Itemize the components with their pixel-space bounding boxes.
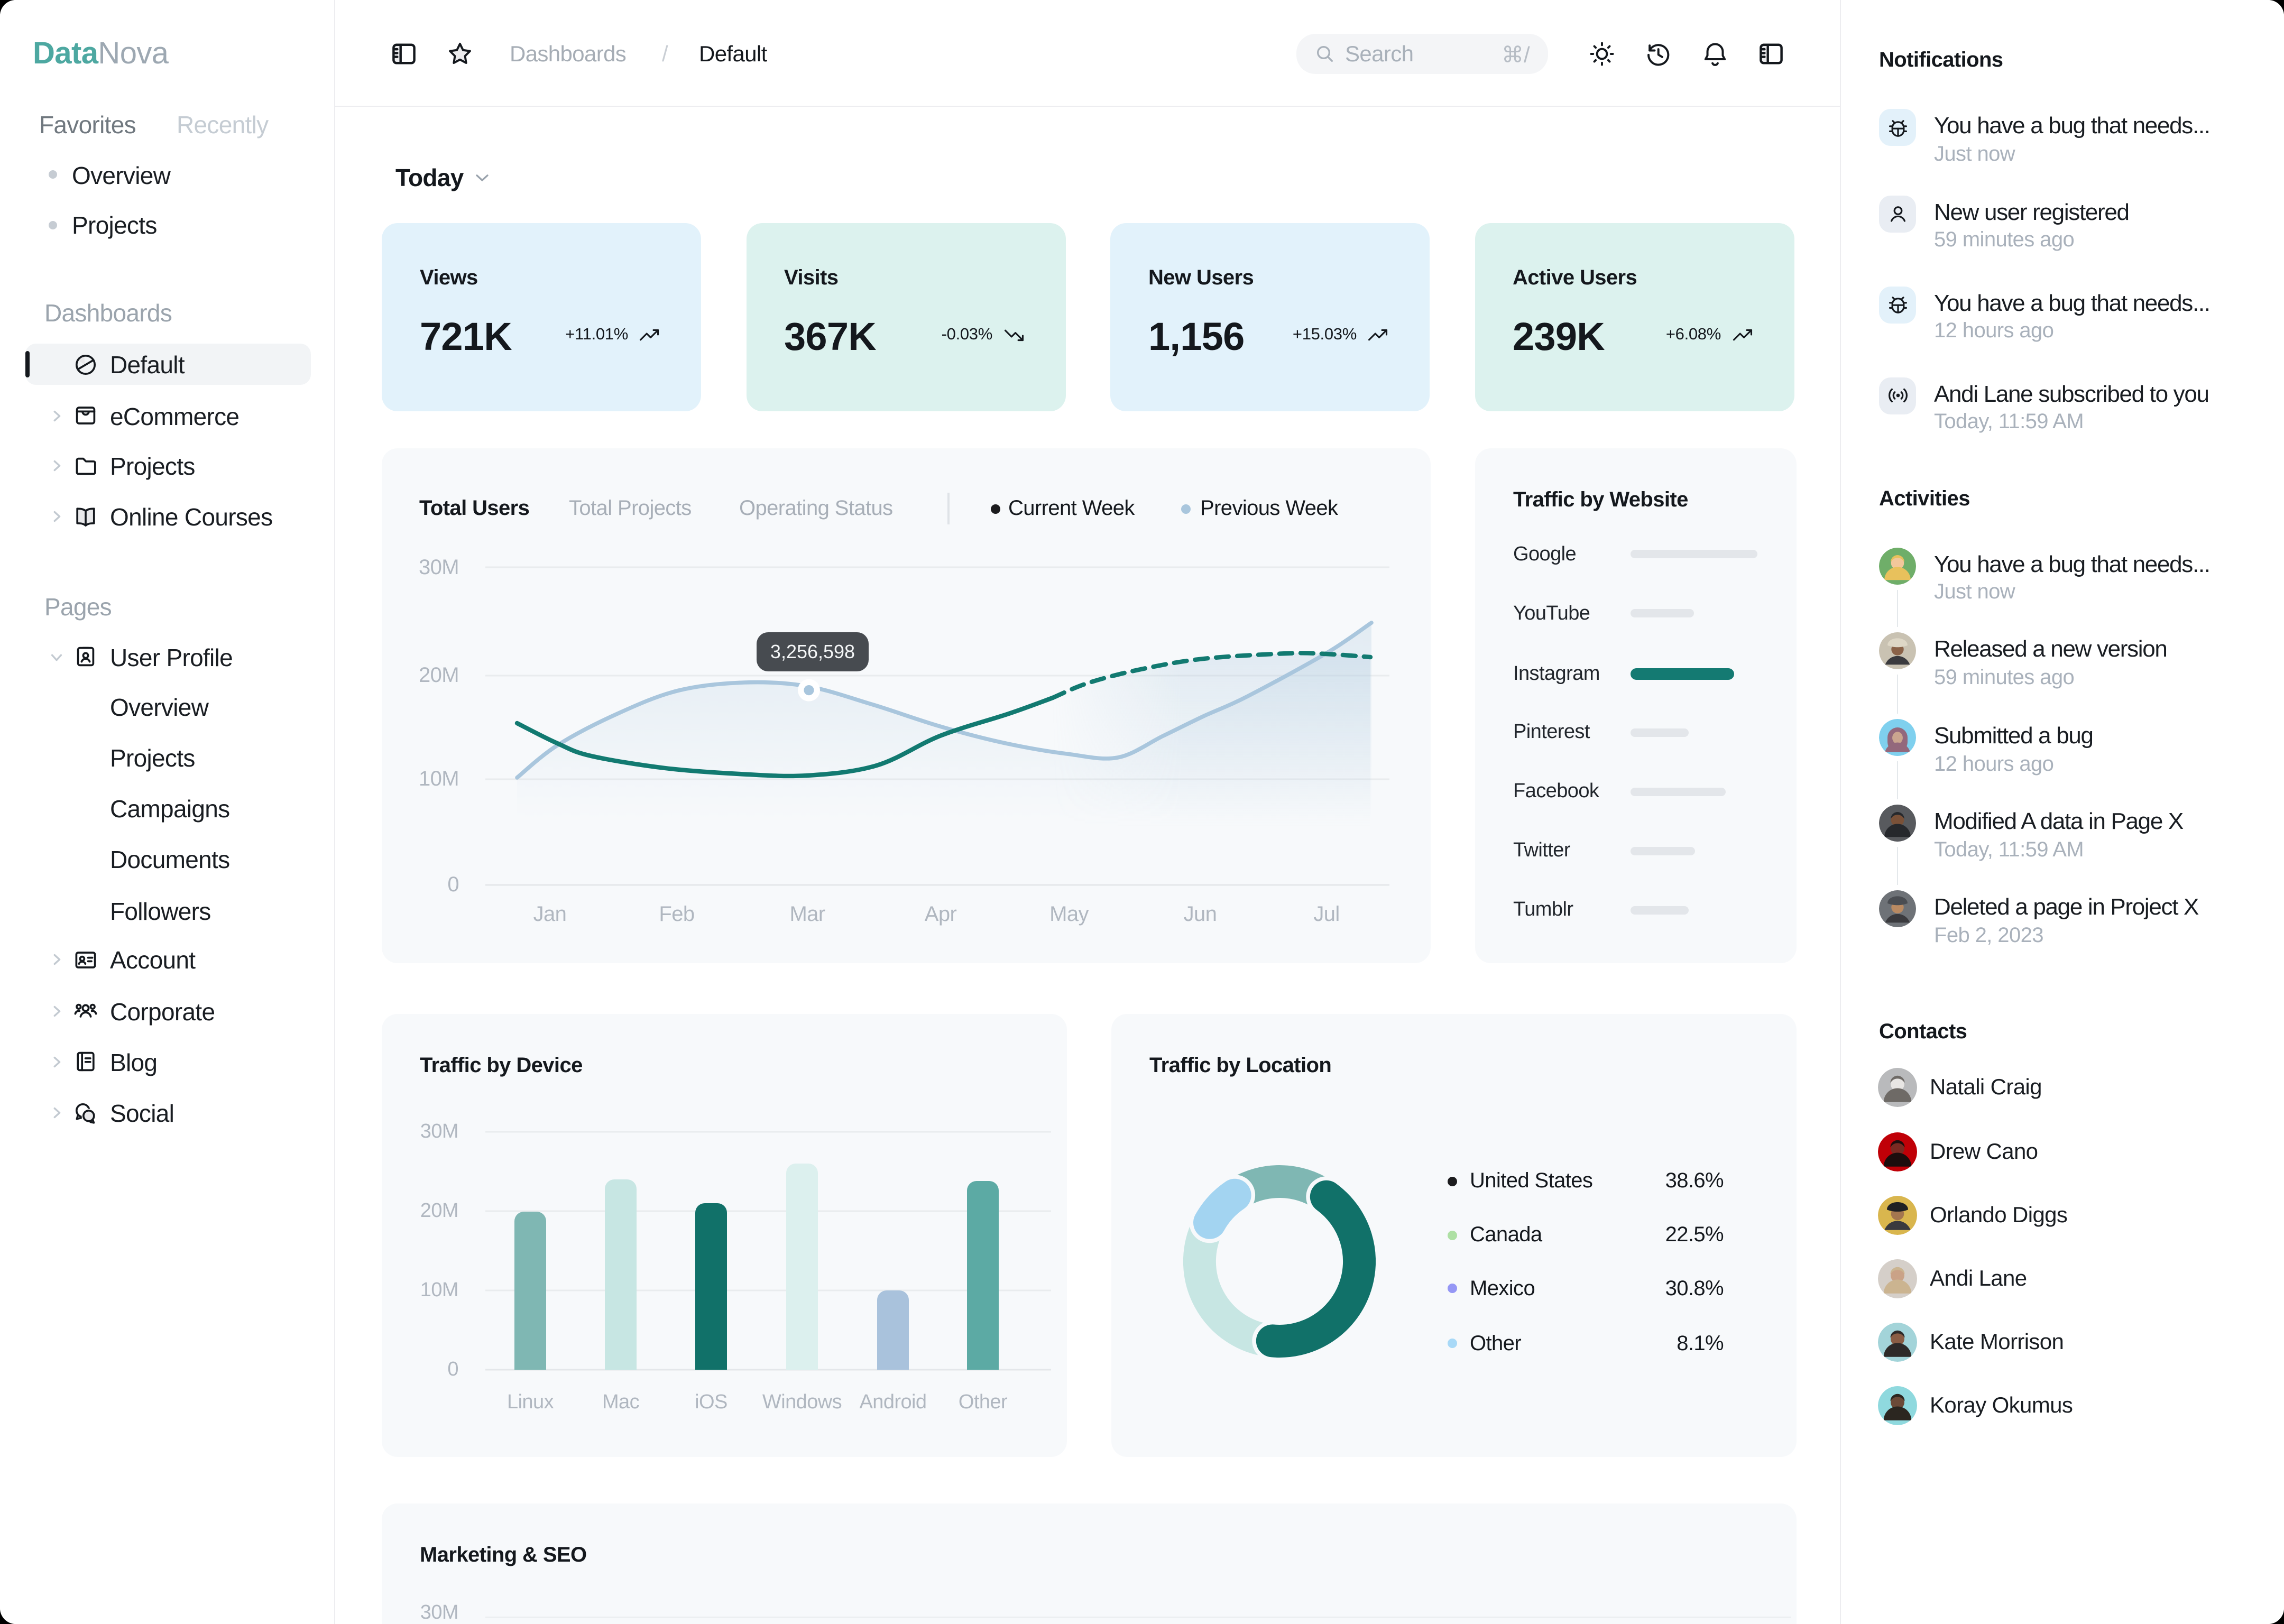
svg-text:3,256,598: 3,256,598 [770,641,855,662]
